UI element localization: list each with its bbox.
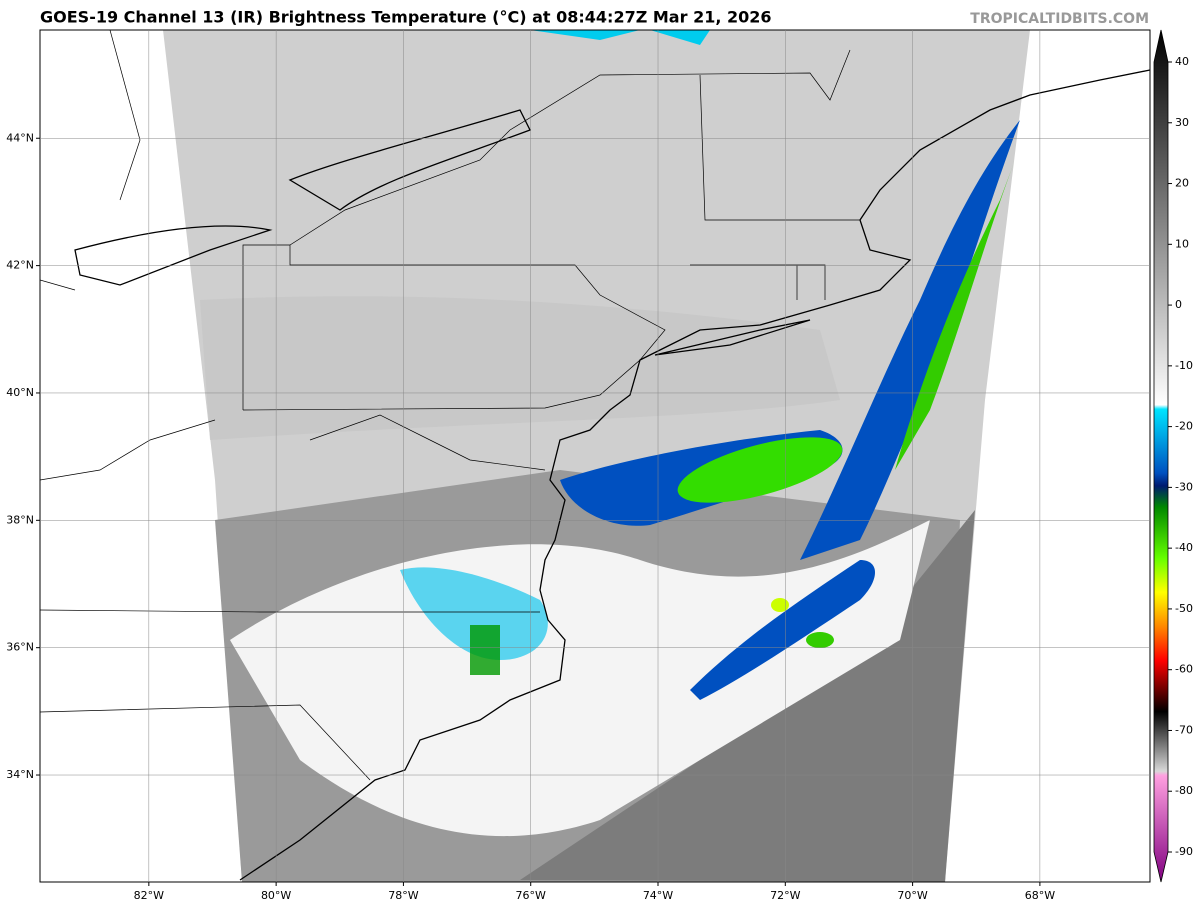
lon-label: 80°W: [261, 889, 291, 902]
lat-label: 40°N: [6, 386, 34, 399]
colorbar-label: 20: [1175, 177, 1189, 190]
lon-label: 70°W: [897, 889, 927, 902]
colorbar-label: -50: [1175, 602, 1193, 615]
colorbar-label: 40: [1175, 55, 1189, 68]
colorbar-label: 30: [1175, 116, 1189, 129]
colorbar-label: -40: [1175, 541, 1193, 554]
colorbar-label: -70: [1175, 723, 1193, 736]
lat-label: 44°N: [6, 131, 34, 144]
watermark: TROPICALTIDBITS.COM: [970, 11, 1149, 27]
lon-label: 68°W: [1025, 889, 1055, 902]
title: GOES-19 Channel 13 (IR) Brightness Tempe…: [40, 8, 772, 27]
lon-label: 82°W: [134, 889, 164, 902]
colorbar: -90 -80 -70 -60 -50 -40 -30 -20 -10 0 10 20 30 40: [1153, 29, 1193, 883]
lon-label: 76°W: [516, 889, 546, 902]
graticule: 82°W 80°W 78°W 76°W 74°W 72°W 70°W 68°W 34°N 36°N…: [6, 30, 1150, 902]
colorbar-label: -30: [1175, 480, 1193, 493]
lon-label: 72°W: [770, 889, 800, 902]
colorbar-label: -60: [1175, 663, 1193, 676]
coastlines: [40, 30, 1150, 881]
lat-label: 42°N: [6, 259, 34, 272]
map-imagery: [40, 30, 1150, 882]
colorbar-label: -20: [1175, 420, 1193, 433]
lon-label: 74°W: [643, 889, 673, 902]
colorbar-label: -10: [1175, 359, 1193, 372]
lat-label: 36°N: [6, 641, 34, 654]
colorbar-label: -80: [1175, 784, 1193, 797]
lat-label: 38°N: [6, 513, 34, 526]
map-frame: [39, 29, 1151, 883]
colorbar-label: 10: [1175, 237, 1189, 250]
colorbar-label: 0: [1175, 298, 1182, 311]
lat-label: 34°N: [6, 768, 34, 781]
colorbar-label: -90: [1175, 845, 1193, 858]
lon-label: 78°W: [388, 889, 418, 902]
